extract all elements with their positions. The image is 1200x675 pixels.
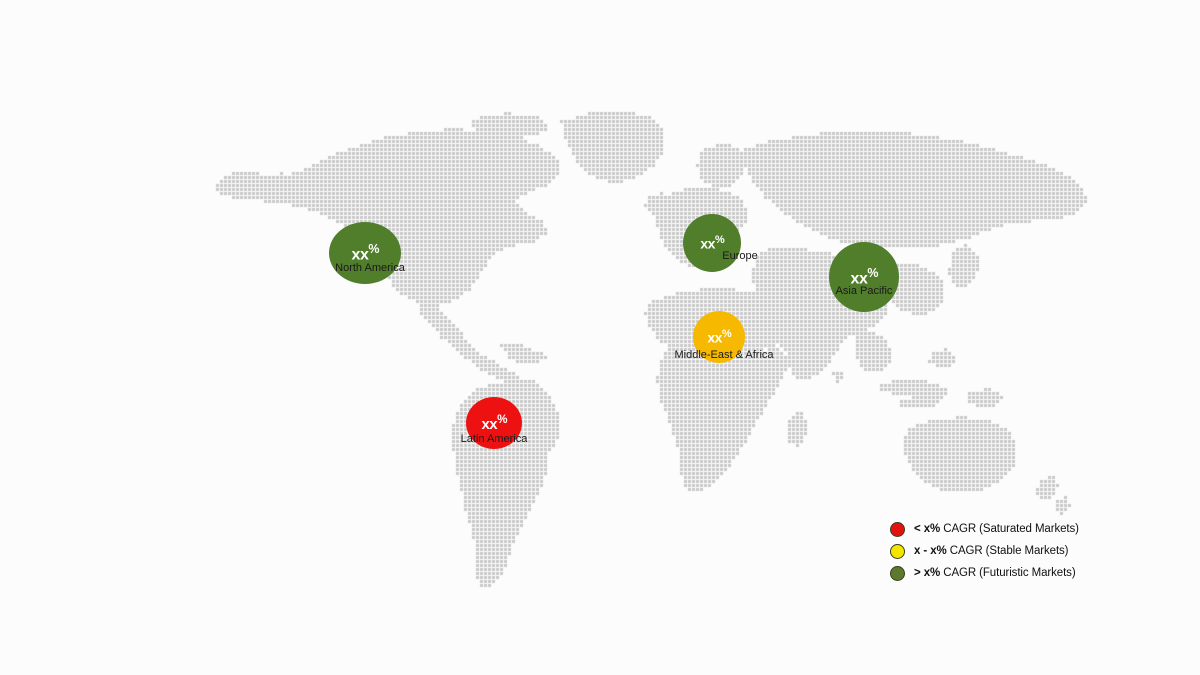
region-value-asia-pacific: xx% — [850, 265, 879, 288]
region-value-unit-asia-pacific: % — [867, 265, 878, 280]
legend-label-stable: x - x% CAGR (Stable Markets) — [914, 545, 1069, 557]
region-label-latin-america: Latin America — [460, 433, 528, 445]
region-marker-asia-pacific[interactable]: xx% Asia Pacific — [829, 242, 899, 312]
legend: < x% CAGR (Saturated Markets) x - x% CAGR… — [890, 518, 1090, 584]
legend-item-futuristic[interactable]: > x% CAGR (Futuristic Markets) — [890, 562, 1090, 584]
region-bubble-middle-east-africa[interactable]: xx% — [693, 311, 745, 363]
region-marker-middle-east-africa[interactable]: xx% Middle-East & Africa — [674, 311, 774, 363]
legend-swatch-stable-icon — [890, 543, 905, 559]
region-value-unit-europe: % — [714, 234, 725, 247]
region-label-asia-pacific: Asia Pacific — [835, 285, 893, 297]
region-value-europe: xx% — [700, 234, 725, 252]
region-value-north-america: xx% — [351, 241, 380, 264]
region-marker-north-america[interactable]: xx% North America — [329, 222, 405, 284]
region-value-latin-america: xx% — [481, 413, 507, 433]
legend-swatch-futuristic-icon — [890, 565, 905, 581]
legend-label-saturated: < x% CAGR (Saturated Markets) — [914, 523, 1079, 535]
region-value-unit-north-america: % — [368, 241, 379, 256]
legend-item-saturated[interactable]: < x% CAGR (Saturated Markets) — [890, 518, 1090, 540]
region-label-europe: Europe — [722, 250, 758, 262]
region-value-unit-latin-america: % — [497, 413, 507, 426]
region-value-middle-east-africa: xx% — [707, 328, 732, 346]
region-label-middle-east-africa: Middle-East & Africa — [674, 349, 774, 361]
region-marker-latin-america[interactable]: xx% Latin America — [461, 397, 527, 449]
region-bubble-north-america[interactable]: xx% — [329, 222, 401, 284]
legend-item-stable[interactable]: x - x% CAGR (Stable Markets) — [890, 540, 1090, 562]
region-label-north-america: North America — [335, 262, 405, 274]
region-bubble-latin-america[interactable]: xx% — [466, 397, 522, 449]
region-bubble-europe[interactable]: xx% — [683, 214, 741, 272]
legend-label-futuristic: > x% CAGR (Futuristic Markets) — [914, 567, 1076, 579]
region-marker-europe[interactable]: xx% Europe — [683, 214, 758, 272]
legend-swatch-saturated-icon — [890, 521, 905, 537]
region-bubble-asia-pacific[interactable]: xx% — [829, 242, 899, 312]
region-value-unit-middle-east-africa: % — [721, 328, 732, 341]
